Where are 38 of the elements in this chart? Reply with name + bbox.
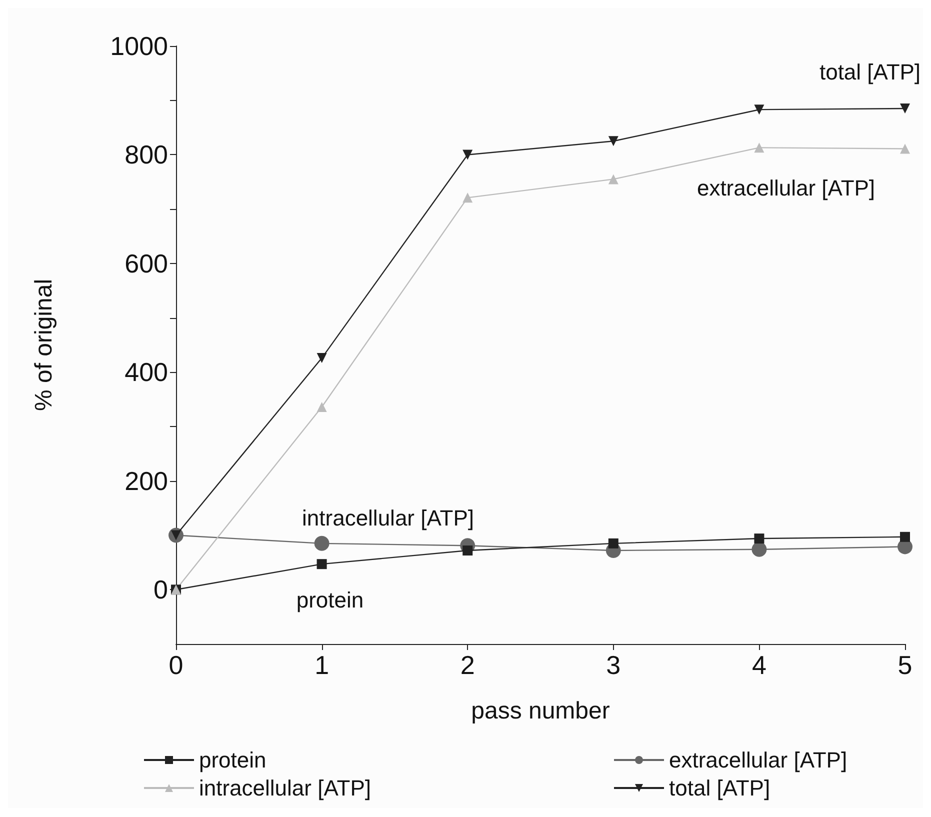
point (314, 536, 330, 551)
y-tick-label: 800 (124, 140, 168, 170)
point (462, 150, 473, 160)
point (316, 402, 327, 412)
annotation: protein (296, 588, 364, 612)
x-tick-label: 3 (606, 650, 621, 680)
point (754, 142, 764, 153)
y-tick-label: 600 (124, 248, 168, 278)
legend-label: total [ATP] (669, 776, 770, 800)
legend-label: extracellular [ATP] (669, 748, 848, 772)
annotation: total [ATP] (819, 60, 921, 84)
point (900, 532, 910, 542)
y-tick-label: 1000 (110, 31, 168, 61)
point (608, 538, 618, 548)
point (900, 144, 910, 154)
point (316, 559, 327, 570)
annotation: extracellular [ATP] (696, 176, 876, 200)
x-tick-label: 5 (898, 650, 912, 680)
y-axis-title: % of original (30, 278, 58, 412)
point (462, 192, 473, 203)
x-axis-title: pass number (471, 698, 610, 724)
x-tick-label: 4 (752, 650, 766, 680)
point (752, 542, 767, 557)
x-tick-label: 1 (314, 650, 330, 680)
y-tick-label: 200 (124, 466, 168, 496)
y-tick-label: 0 (154, 574, 168, 605)
point (316, 353, 327, 364)
point (754, 104, 764, 115)
point (608, 174, 618, 184)
point (754, 534, 764, 544)
legend-label: protein (199, 748, 266, 772)
point (462, 545, 473, 556)
legend-label: intracellular [ATP] (199, 776, 371, 800)
point (900, 104, 910, 114)
x-tick-label: 2 (460, 650, 475, 680)
annotation: intracellular [ATP] (302, 506, 474, 530)
y-tick-label: 400 (124, 357, 168, 388)
point (608, 136, 618, 146)
